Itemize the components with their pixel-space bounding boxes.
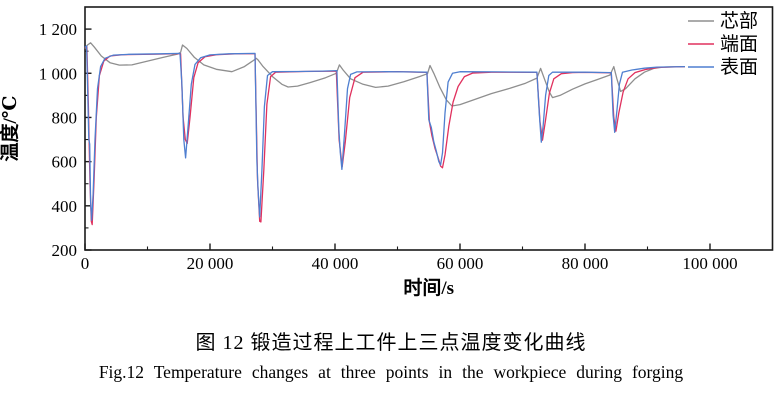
legend-label-core: 芯部 xyxy=(720,10,758,32)
figure-caption-chinese: 图 12 锻造过程上工件上三点温度变化曲线 xyxy=(195,332,587,354)
figure-caption-english: Fig.12 Temperature changes at three poin… xyxy=(98,362,684,382)
y-tick-label: 1 000 xyxy=(39,64,77,83)
plot-border xyxy=(84,6,774,251)
x-tick-label: 40 000 xyxy=(312,254,359,273)
y-axis-label: 温度/℃ xyxy=(0,95,21,161)
series-line-core xyxy=(84,42,686,107)
x-tick-label: 100 000 xyxy=(682,254,737,273)
y-tick-label: 200 xyxy=(52,241,78,260)
chart-svg: 0 20 000 40 000 60 000 80 000 100 000 200 400 60… xyxy=(0,6,774,299)
series-line-end-face xyxy=(84,46,686,226)
y-tick-label: 1 200 xyxy=(39,20,77,39)
x-tick-label: 80 000 xyxy=(562,254,609,273)
chart-area: 0 20 000 40 000 60 000 80 000 100 000 200 400 60… xyxy=(0,6,774,299)
x-tick-label: 20 000 xyxy=(187,254,234,273)
x-axis-label: 时间/s xyxy=(403,277,454,299)
legend-label-end-face: 端面 xyxy=(720,33,758,55)
x-tick-label: 60 000 xyxy=(437,254,484,273)
y-tick-label: 600 xyxy=(52,153,78,172)
y-tick-label: 400 xyxy=(52,197,78,216)
x-tick-label: 0 xyxy=(81,254,90,273)
legend-label-surface: 表面 xyxy=(720,56,758,78)
series-line-surface xyxy=(84,45,686,221)
y-tick-label: 800 xyxy=(52,108,78,127)
